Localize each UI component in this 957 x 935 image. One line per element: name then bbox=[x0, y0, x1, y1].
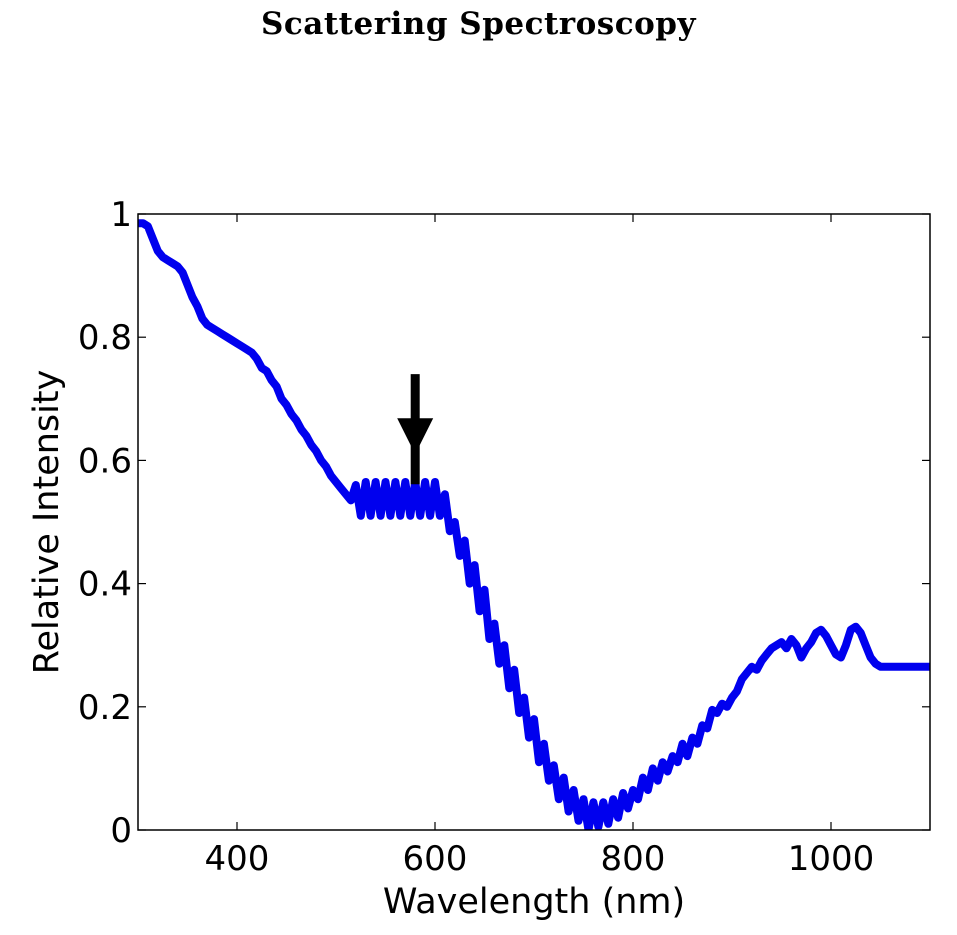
x-axis-title: Wavelength (nm) bbox=[383, 882, 685, 922]
y-tick-label: 0.4 bbox=[78, 565, 132, 605]
labels-layer: Wavelength (nm) Relative Intensity bbox=[27, 370, 685, 922]
axes-layer: 400 600 800 1000 0 0.2 0.4 0.6 0.8 1 bbox=[78, 195, 931, 879]
y-tick-label: 1 bbox=[110, 195, 132, 235]
x-tick-label: 800 bbox=[601, 839, 666, 879]
plot-frame bbox=[137, 213, 931, 831]
x-tick-label: 600 bbox=[403, 839, 468, 879]
plot-layer bbox=[138, 219, 930, 830]
annotation-arrow-head bbox=[397, 418, 434, 455]
series-line-0 bbox=[138, 219, 930, 830]
y-tick-label: 0.2 bbox=[78, 688, 132, 728]
chart-title: Scattering Spectroscopy bbox=[260, 6, 696, 42]
y-tick-label: 0 bbox=[110, 811, 132, 851]
x-tick-label: 400 bbox=[205, 839, 270, 879]
y-tick-label: 0.8 bbox=[78, 318, 132, 358]
x-tick-label: 1000 bbox=[788, 839, 875, 879]
y-tick-label: 0.6 bbox=[78, 441, 132, 481]
y-axis-title: Relative Intensity bbox=[27, 370, 67, 675]
